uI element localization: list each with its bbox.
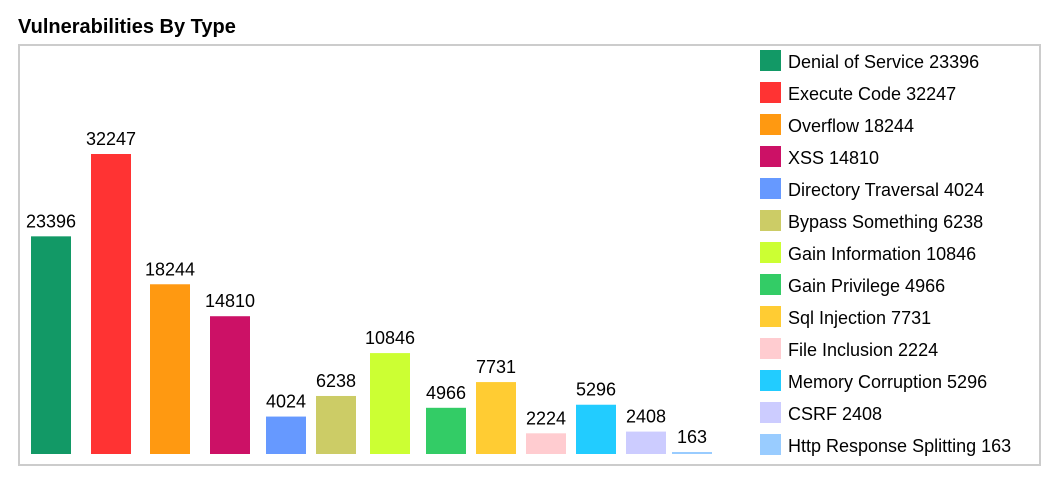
bar-value-label: 10846 — [365, 328, 415, 348]
legend-swatch — [760, 146, 781, 167]
legend-swatch — [760, 274, 781, 295]
legend-item-label: Gain Privilege 4966 — [788, 276, 945, 296]
bar-value-label: 2224 — [526, 408, 566, 428]
bar-bypass-something — [316, 395, 356, 454]
bar-value-label: 6238 — [316, 371, 356, 391]
bar-sql-injection — [476, 382, 516, 454]
bar-gain-privilege — [426, 407, 466, 454]
legend-item-label: Directory Traversal 4024 — [788, 180, 984, 200]
legend-item-label: Gain Information 10846 — [788, 244, 976, 264]
legend-item-label: Http Response Splitting 163 — [788, 436, 1011, 456]
legend-item-label: Overflow 18244 — [788, 116, 914, 136]
bar-execute-code — [91, 154, 131, 454]
legend-swatch — [760, 210, 781, 231]
bar-memory-corruption — [576, 404, 616, 454]
bar-http-response-splitting — [672, 452, 712, 454]
legend-item-label: Denial of Service 23396 — [788, 52, 979, 72]
bar-value-label: 2408 — [626, 407, 666, 427]
legend-swatch — [760, 434, 781, 455]
bar-file-inclusion — [526, 433, 566, 454]
bar-directory-traversal — [266, 416, 306, 454]
legend-swatch — [760, 338, 781, 359]
chart-frame — [18, 44, 1041, 466]
legend-item-label: Execute Code 32247 — [788, 84, 956, 104]
bar-overflow — [150, 284, 190, 454]
legend-swatch — [760, 114, 781, 135]
legend-item-label: Bypass Something 6238 — [788, 212, 983, 232]
legend-swatch — [760, 178, 781, 199]
bar-xss — [210, 316, 250, 454]
bar-value-label: 7731 — [476, 357, 516, 377]
bar-denial-of-service — [31, 236, 71, 454]
legend-item-label: CSRF 2408 — [788, 404, 882, 424]
bar-gain-information — [370, 353, 410, 454]
legend-item-label: File Inclusion 2224 — [788, 340, 938, 360]
bar-value-label: 4966 — [426, 383, 466, 403]
bar-value-label: 18244 — [145, 259, 195, 279]
legend-swatch — [760, 370, 781, 391]
legend-swatch — [760, 402, 781, 423]
bar-value-label: 163 — [677, 427, 707, 447]
legend-item-label: Memory Corruption 5296 — [788, 372, 987, 392]
legend-swatch — [760, 306, 781, 327]
chart-title: Vulnerabilities By Type — [18, 16, 236, 38]
bar-value-label: 23396 — [26, 211, 76, 231]
legend-item-label: Sql Injection 7731 — [788, 308, 931, 328]
legend-swatch — [760, 242, 781, 263]
bar-value-label: 4024 — [266, 392, 306, 412]
legend-item-label: XSS 14810 — [788, 148, 879, 168]
bar-value-label: 14810 — [205, 291, 255, 311]
bar-value-label: 32247 — [86, 129, 136, 149]
bar-value-label: 5296 — [576, 380, 616, 400]
legend-swatch — [760, 50, 781, 71]
legend-swatch — [760, 82, 781, 103]
bar-csrf — [626, 431, 666, 454]
